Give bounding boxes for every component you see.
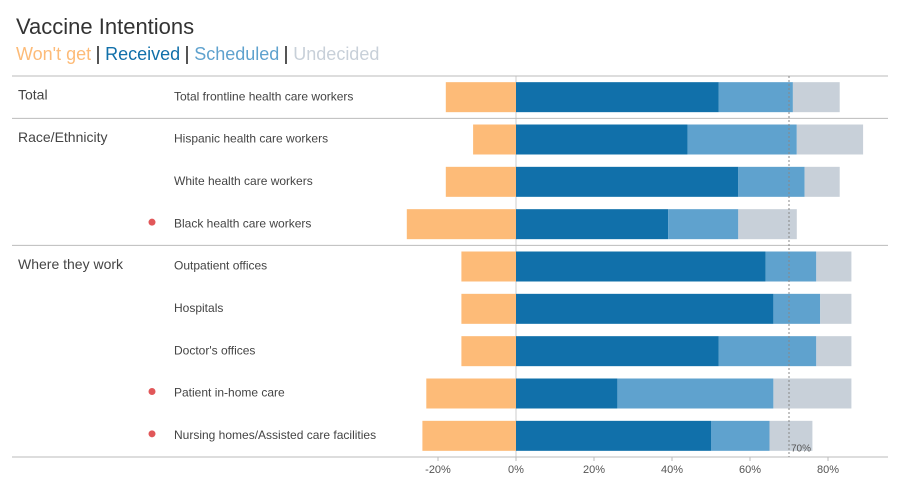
bar-segment [516, 378, 618, 409]
category-label: Nursing homes/Assisted care facilities [174, 428, 376, 442]
x-tick-label: 40% [661, 464, 683, 476]
chart-title: Vaccine Intentions [16, 14, 195, 39]
category-label: Doctor's offices [174, 343, 255, 357]
bar-segment [516, 336, 719, 367]
x-tick-label: 20% [583, 464, 605, 476]
bar-segment [816, 251, 852, 282]
bar-segment [711, 420, 770, 451]
bar-segment [516, 251, 766, 282]
legend-entry: Received [105, 44, 181, 64]
bar-segment [516, 124, 688, 155]
group-label: Total [18, 87, 48, 103]
x-tick-label: 60% [739, 464, 761, 476]
bar-segment [461, 336, 516, 367]
bar-segment [445, 166, 516, 197]
bar-segment [804, 166, 840, 197]
bar-segment [816, 336, 852, 367]
flag-dot [148, 388, 156, 395]
category-label: Total frontline health care workers [174, 89, 353, 103]
bar-segment [617, 378, 774, 409]
bar-segment [406, 209, 516, 240]
legend-entry: Scheduled [194, 44, 280, 64]
group-label: Where they work [18, 256, 124, 272]
category-label: Hispanic health care workers [174, 132, 328, 146]
bar-segment [426, 378, 516, 409]
bar-segment [461, 293, 516, 324]
bar-segment [422, 420, 516, 451]
category-label: Black health care workers [174, 216, 311, 230]
bar-segment [516, 293, 774, 324]
legend-separator [97, 45, 100, 64]
category-label: Hospitals [174, 301, 223, 315]
bar-segment [718, 82, 793, 113]
reference-label: 70% [791, 444, 811, 455]
legend-separator [186, 45, 189, 64]
bar-segment [668, 209, 739, 240]
group-label: Race/Ethnicity [18, 129, 107, 145]
bar-segment [473, 124, 516, 155]
flag-dot [148, 218, 156, 226]
bar-segment [516, 166, 739, 197]
bar-segment [445, 82, 516, 113]
bar-segment [773, 293, 821, 324]
bar-segment [738, 166, 805, 197]
legend: Won't get Received Scheduled Undecided [16, 44, 379, 65]
bar-segment [769, 420, 813, 451]
bar-segment [718, 336, 817, 367]
bar-segment [820, 293, 852, 324]
x-tick-label: -20% [425, 464, 451, 476]
legend-entry: Undecided [293, 44, 380, 64]
x-tick-label: 80% [817, 464, 839, 476]
bar-segment [461, 251, 516, 282]
bar-segment [773, 378, 852, 409]
bar-segment [765, 251, 817, 282]
bar-segment [796, 124, 864, 155]
bar-segment [516, 209, 669, 240]
legend-entry: Won't get [16, 44, 92, 64]
flag-dot [148, 430, 156, 438]
bar-segment [792, 82, 840, 113]
bar-segment [738, 209, 797, 240]
category-label: White health care workers [174, 174, 313, 188]
bar-segment [687, 124, 797, 155]
bar-segment [516, 420, 711, 451]
bar-segment [516, 82, 719, 113]
category-label: Patient in-home care [174, 386, 285, 400]
category-label: Outpatient offices [174, 259, 267, 273]
x-tick-label: 0% [508, 464, 524, 476]
legend-separator [285, 45, 288, 64]
